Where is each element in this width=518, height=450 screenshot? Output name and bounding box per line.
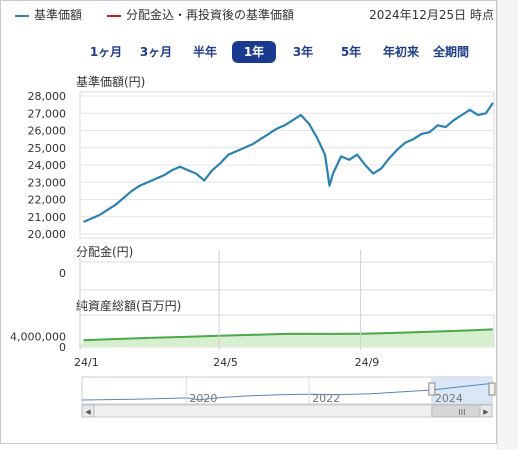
navigator-right-handle[interactable] [488,382,496,396]
distribution-plot-area [79,261,495,291]
range-all-button[interactable]: 全期間 [432,45,469,59]
range-3y-button[interactable]: 3年 [292,45,314,59]
nav-ytick-label: 20,000 [28,228,67,241]
nav-ytick-label: 23,000 [28,176,67,189]
x-tick-label: 24/1 [74,356,99,369]
distribution-axis-title: 分配金(円) [76,245,134,259]
nav-ytick-label: 24,000 [28,159,67,172]
nav-ytick-label: 26,000 [28,125,67,138]
chevron-right-icon: ▶ [483,408,489,416]
navigator-year-label: 2024 [435,392,463,405]
legend-nav-label: 基準価額 [34,8,83,22]
nav-ytick-label: 28,000 [28,90,67,103]
legend-nav: 基準価額 [15,6,82,23]
nav-ytick-label: 21,000 [28,211,67,224]
navigator-year-label: 2020 [189,392,217,405]
nav-axis-title: 基準価額(円) [76,75,146,89]
range-3m-button[interactable]: 3ヶ月 [139,45,173,59]
nav-ytick-label: 27,000 [28,107,67,120]
navigator-scrollbar-track[interactable] [81,404,493,418]
range-1m-button[interactable]: 1ヶ月 [89,45,123,59]
scroll-left-button[interactable] [81,404,95,418]
nav-series-line [83,102,494,223]
legend-reinvested-label: 分配金込・再投資後の基準価額 [126,8,295,22]
legend-nav-swatch [15,14,29,17]
timestamp: 2024年12月25日 時点 [369,8,494,22]
distribution-ytick-label: 0 [59,267,66,280]
net-assets-axis-title: 純資産総額(百万円) [76,299,182,313]
navigator-series-line [81,382,493,401]
range-5y-button[interactable]: 5年 [340,45,362,59]
chevron-left-icon: ◀ [85,408,91,416]
legend-reinvested-swatch [107,14,121,17]
net-assets-ytick-label: 4,000,000 [10,330,66,343]
nav-ytick-label: 22,000 [28,194,67,207]
page-scrollbar[interactable] [497,0,518,450]
navigator-year-label: 2022 [312,392,340,405]
range-1y-button[interactable]: 1年 [232,41,276,63]
navigator-scrollbar-grip: III [458,408,465,417]
legend-reinvested: 分配金込・再投資後の基準価額 [107,6,294,23]
x-tick-label: 24/9 [355,356,380,369]
x-tick-label: 24/5 [213,356,238,369]
net-assets-line [83,328,493,342]
navigator-selection[interactable] [431,377,492,404]
scroll-right-button[interactable] [479,404,493,418]
range-ytd-button[interactable]: 年初来 [382,45,419,59]
range-6m-button[interactable]: 半年 [192,45,217,59]
navigator-left-handle[interactable] [428,382,436,396]
nav-ytick-label: 25,000 [28,142,67,155]
net-assets-ytick-label: 0 [59,341,66,354]
